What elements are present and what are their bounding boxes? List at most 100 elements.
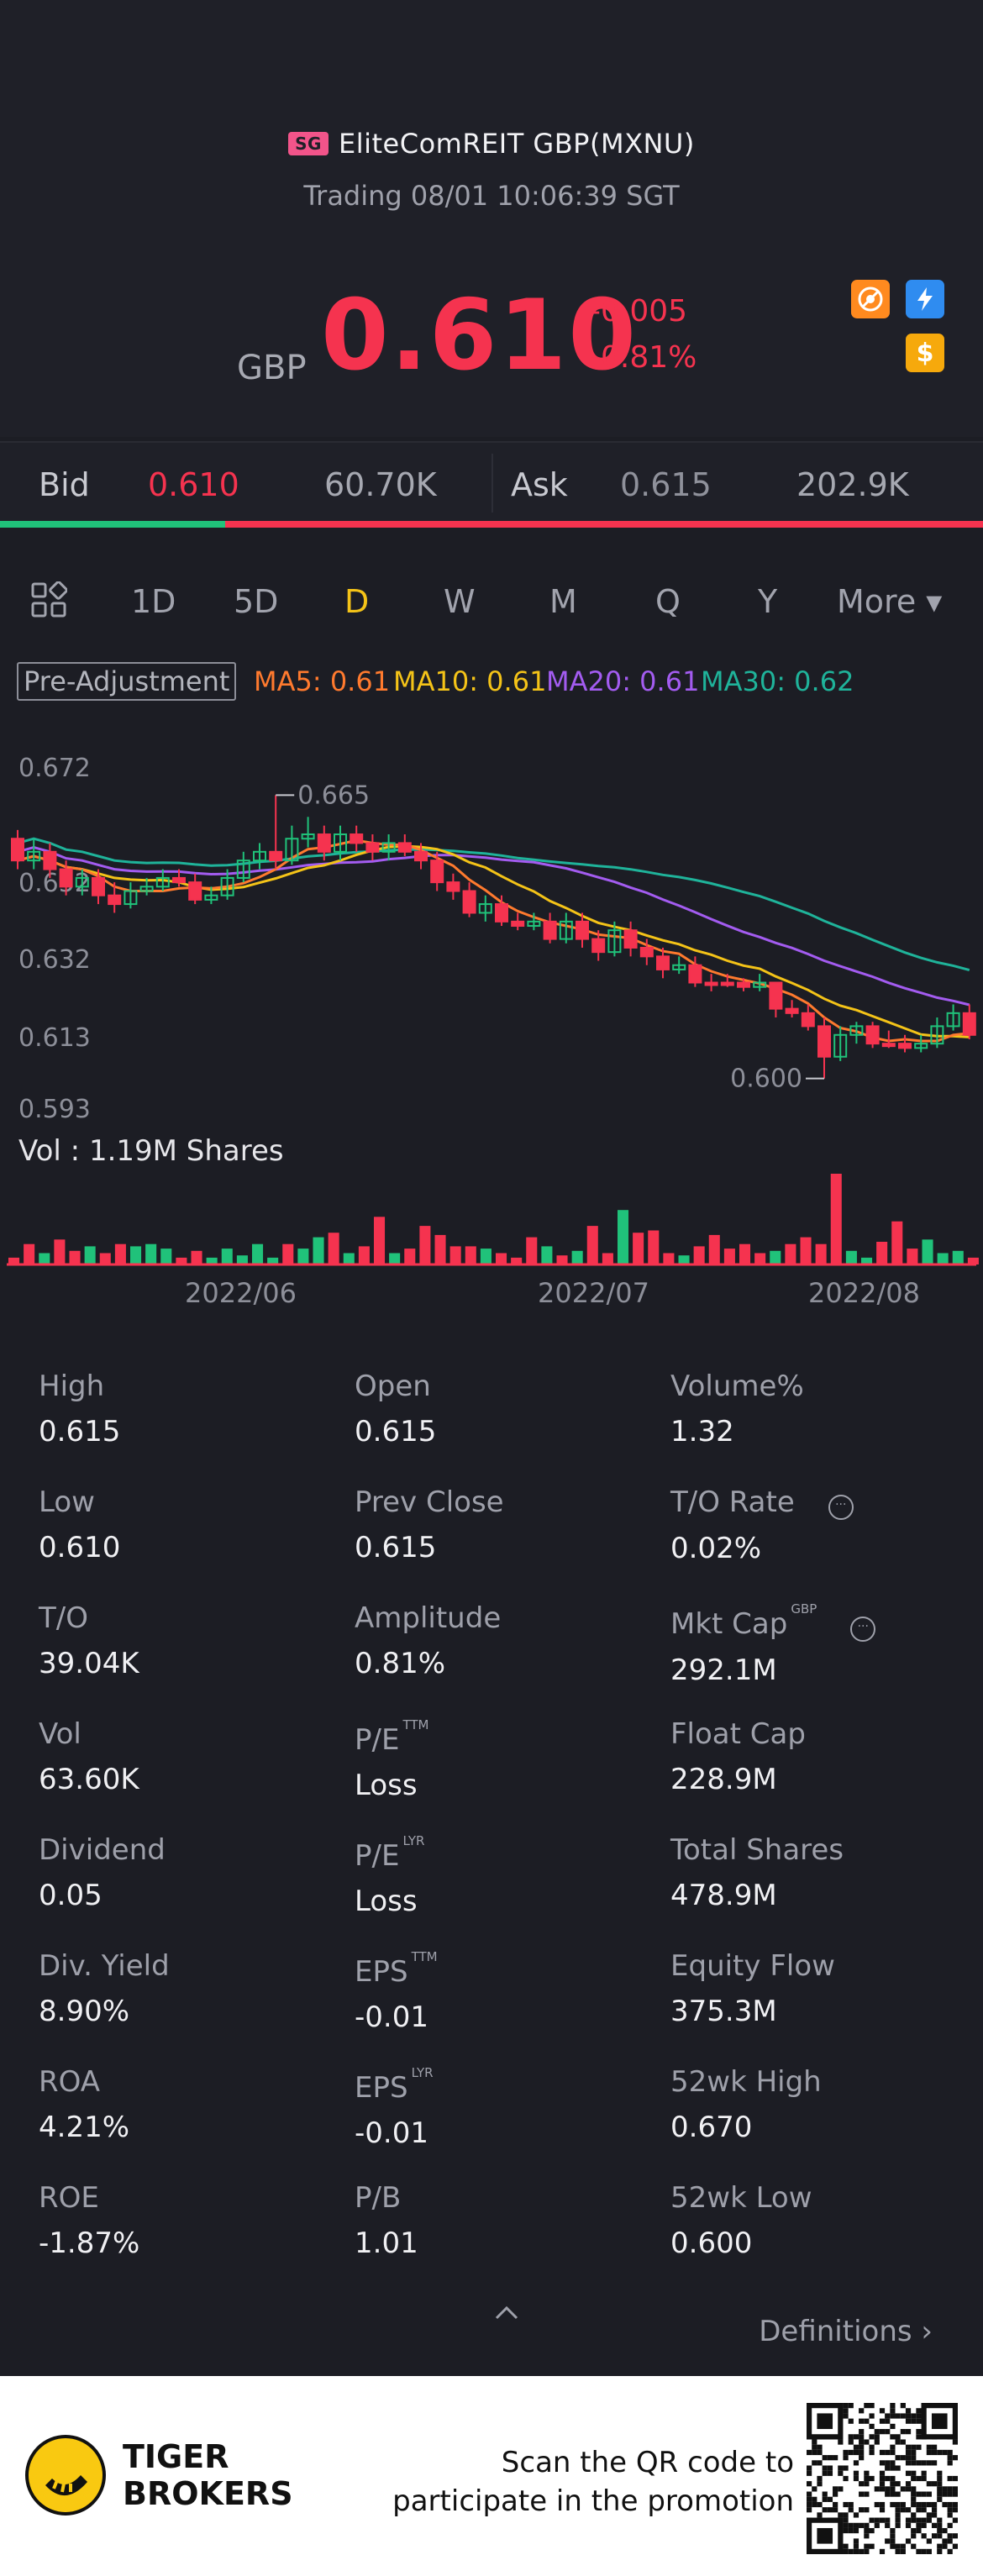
market-badge: SG [288,132,329,155]
candle [285,825,299,865]
qr-module [937,2496,943,2502]
candle [737,978,750,991]
qr-module [947,2449,953,2456]
qr-module [926,2449,932,2456]
brand-line-1: TIGER [123,2438,229,2475]
qr-module [905,2481,912,2487]
ma30-label: MA30: 0.62 [701,665,854,697]
qr-module [952,2491,958,2497]
qr-module [926,2481,932,2487]
stat-cell: EPS TTM -0.01 [355,1949,657,2034]
qr-module [885,2413,891,2419]
qr-module [812,2496,817,2502]
qr-module [822,2491,828,2497]
qr-module [843,2522,849,2528]
stat-label: Mkt Cap GBP ··· [670,1601,973,1642]
qr-module [874,2434,880,2440]
candle-body [108,894,122,906]
tab-1d[interactable]: 1D [131,583,176,620]
volume-bar [845,1250,857,1264]
qr-module [853,2444,859,2450]
qr-module [817,2460,823,2466]
lightning-icon[interactable] [906,280,944,318]
tab-q[interactable]: Q [655,583,681,620]
qr-module [952,2475,958,2482]
stat-label: T/O [39,1601,341,1635]
qr-module [916,2475,922,2482]
definitions-link[interactable]: Definitions › [759,2315,933,2348]
ask-size: 202.9K [796,466,909,503]
stat-value: 0.615 [355,1415,437,1448]
qr-module [911,2413,917,2419]
qr-module [937,2522,943,2528]
info-icon[interactable]: ··· [850,1617,876,1642]
qr-module [879,2449,886,2456]
qr-code[interactable] [807,2403,958,2554]
tab-y[interactable]: Y [758,583,778,620]
qr-module [833,2491,838,2497]
qr-module [822,2507,828,2513]
currency-label: GBP [237,349,307,387]
qr-module [879,2481,886,2487]
qr-module [885,2517,891,2523]
tab-5d[interactable]: 5D [234,583,279,620]
dollar-icon[interactable]: $ [906,334,944,372]
qr-module [905,2486,912,2492]
volume-bar [404,1249,416,1264]
stat-cell: Low 0.610 [39,1485,341,1564]
candle-body [220,876,234,896]
qr-module [885,2418,891,2424]
candles [11,795,976,1079]
pre-adjustment-toggle[interactable]: Pre-Adjustment [17,662,237,701]
candle [543,912,557,944]
qr-module [853,2434,859,2440]
qr-module [931,2449,938,2456]
volume-bar [374,1217,386,1264]
layout-grid-icon[interactable] [30,581,68,618]
qr-module [952,2517,958,2523]
qr-module [900,2548,906,2554]
candlestick-chart[interactable]: 0.672 0.652 0.632 0.613 0.593 0.665 0.600 [0,739,983,1319]
stat-label-text: Open [355,1369,431,1403]
qr-module [900,2413,906,2419]
volume-bar [618,1210,629,1264]
qr-module [807,2470,812,2476]
qr-module [812,2444,817,2450]
stat-label: EPS TTM [355,1949,657,1989]
qr-module [931,2522,938,2528]
stat-cell[interactable]: Mkt Cap GBP ··· 292.1M [670,1601,973,1687]
qr-module [827,2507,833,2513]
qr-module [942,2486,948,2492]
stat-label-text: High [39,1369,105,1403]
tab-m[interactable]: M [549,583,577,620]
brand-name: TIGER BROKERS [123,2438,293,2512]
stat-value: 0.670 [670,2111,753,2144]
candle [849,1022,864,1044]
candle-body [253,850,266,862]
stat-label-text: ROE [39,2181,99,2215]
qr-module [879,2475,886,2482]
volume-bar [922,1239,933,1264]
volume-bar [739,1243,751,1264]
qr-module [864,2548,870,2554]
collapse-arrow-icon[interactable] [492,2298,522,2328]
tab-more[interactable]: More ▾ [837,583,943,620]
qr-module [869,2543,875,2549]
tab-d[interactable]: D [344,583,370,620]
volume-bar [69,1250,81,1264]
stat-cell: Dividend 0.05 [39,1833,341,1912]
stat-value: 1.01 [355,2226,418,2260]
qr-module [869,2444,875,2450]
info-icon[interactable]: ··· [828,1495,854,1520]
qr-module [864,2418,870,2424]
candle [688,956,702,987]
tab-w[interactable]: W [444,583,476,620]
stat-label: Amplitude [355,1601,657,1635]
qr-module [926,2538,932,2544]
stat-cell[interactable]: T/O Rate ··· 0.02% [670,1485,973,1565]
no-short-icon[interactable] [851,280,890,318]
stat-value: 0.05 [39,1879,103,1912]
qr-module [848,2548,854,2554]
volume-bar [267,1257,279,1264]
candle-body [381,842,396,853]
